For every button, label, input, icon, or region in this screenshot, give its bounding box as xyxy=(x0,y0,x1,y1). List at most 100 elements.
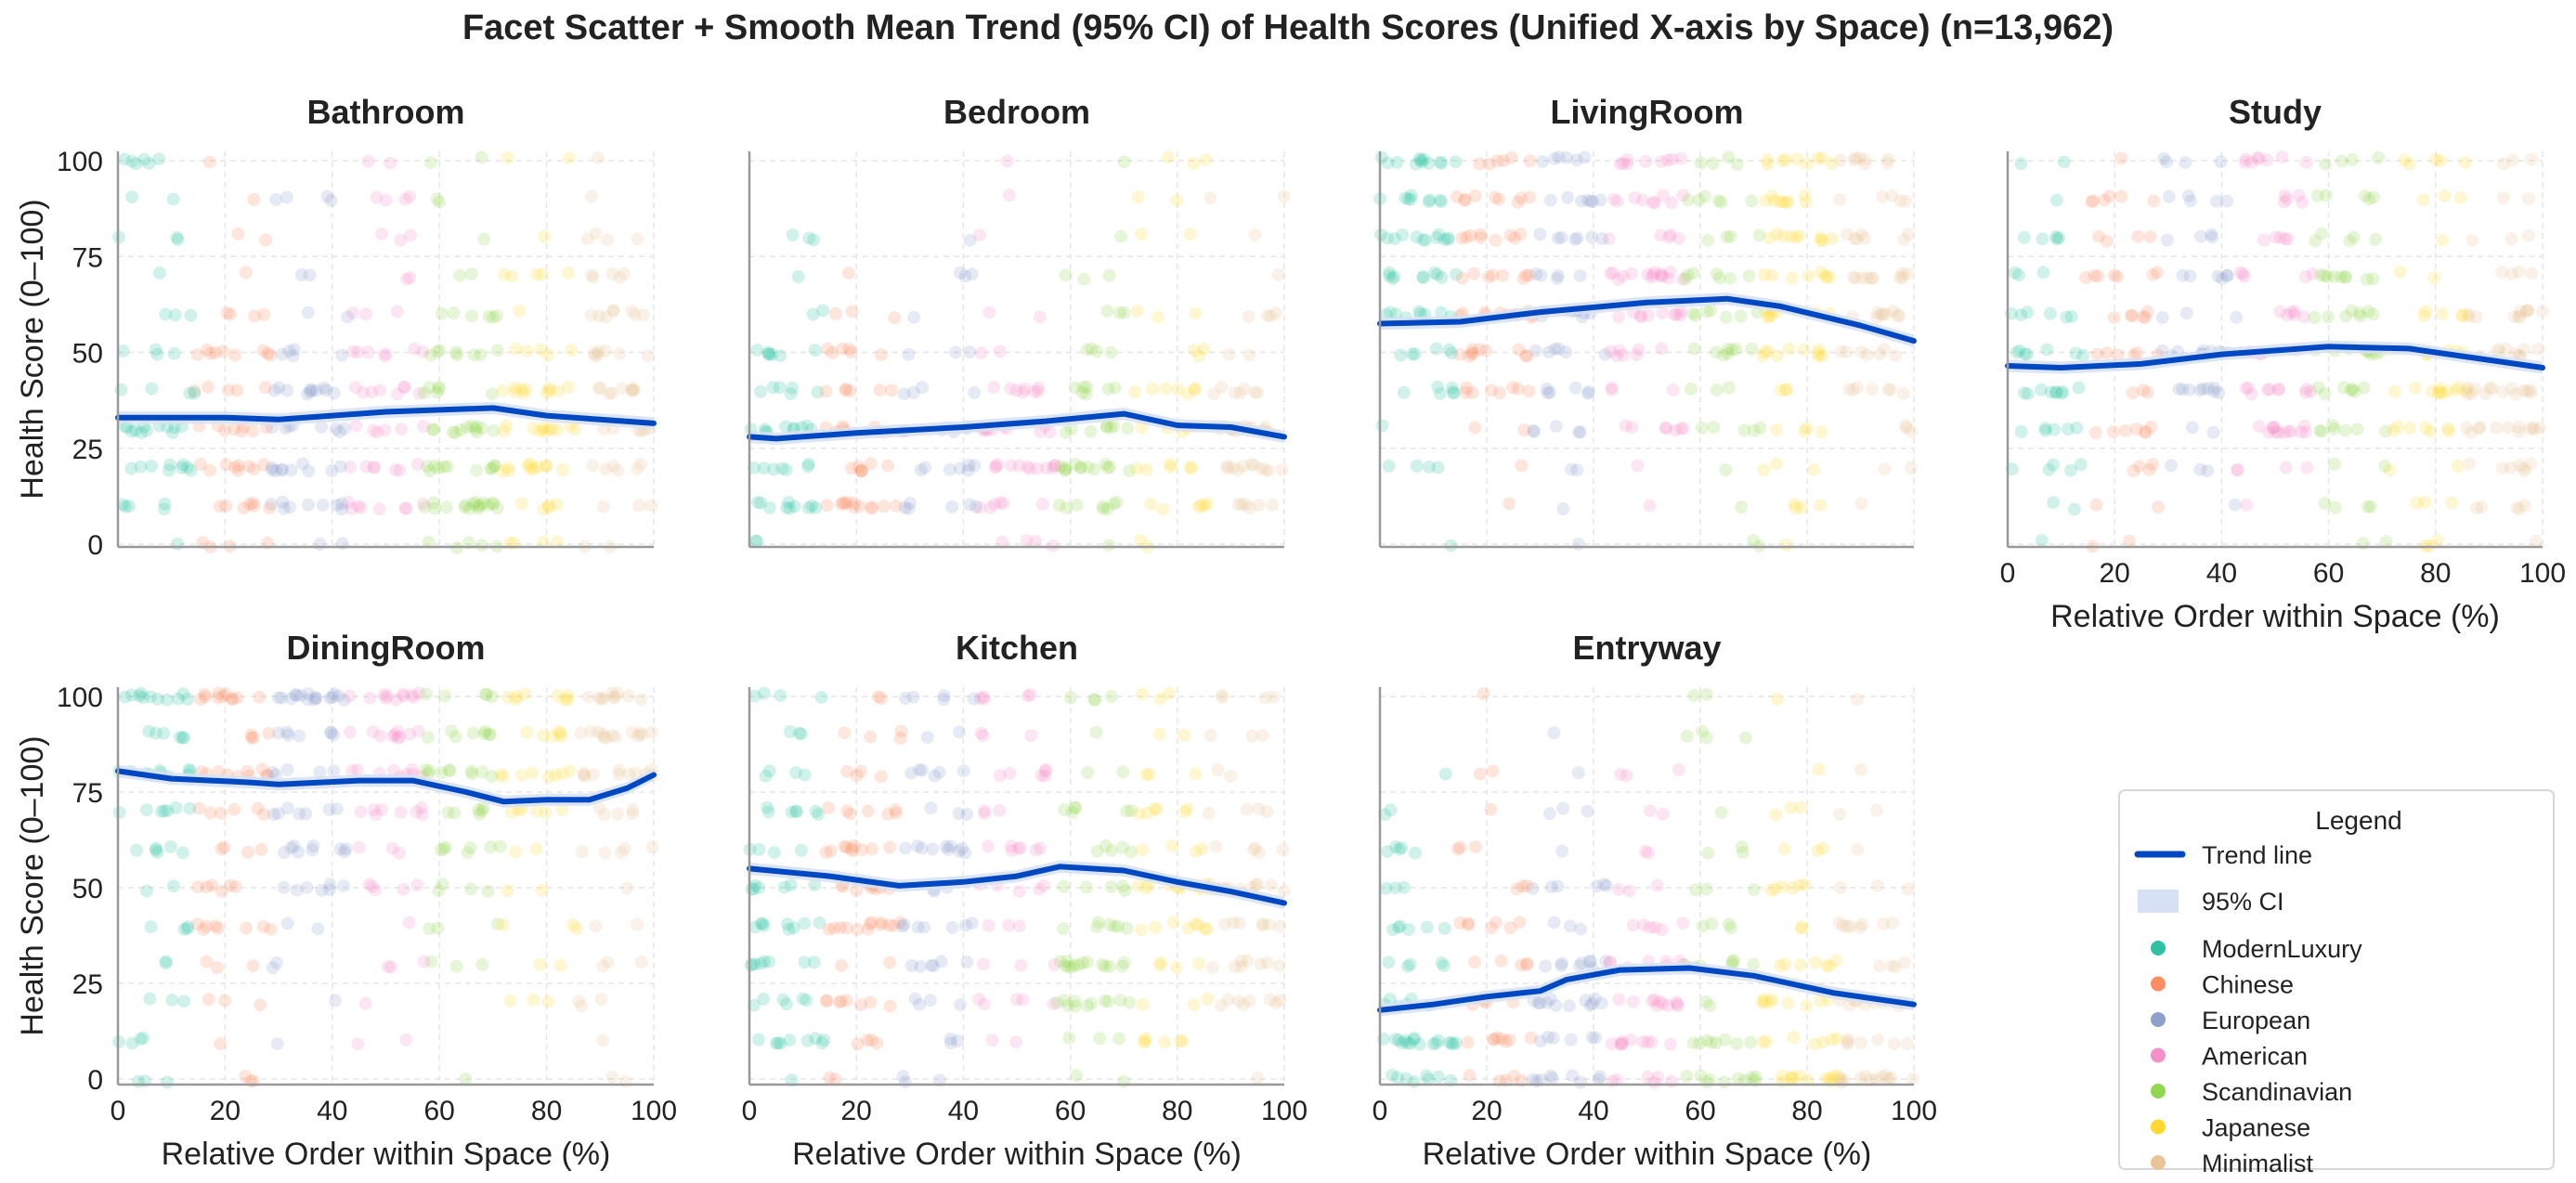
scatter-point xyxy=(1892,308,1906,322)
scatter-point xyxy=(750,496,764,510)
scatter-point xyxy=(2055,386,2069,400)
scatter-point xyxy=(1417,152,1431,166)
scatter-point xyxy=(1789,500,1802,514)
scatter-point xyxy=(1854,228,1868,241)
scatter-point xyxy=(864,730,878,744)
x-tick-label: 80 xyxy=(2420,558,2451,589)
scatter-point xyxy=(2298,425,2312,439)
scatter-point xyxy=(2143,229,2157,243)
scatter-point xyxy=(1811,151,1825,165)
scatter-point xyxy=(2048,422,2061,436)
scatter-point xyxy=(552,384,566,398)
scatter-point xyxy=(882,918,896,932)
scatter-point xyxy=(1386,271,1399,285)
scatter-point xyxy=(1647,993,1661,1007)
scatter-point xyxy=(1090,344,1104,358)
scatter-point xyxy=(806,307,820,321)
scatter-point xyxy=(266,961,280,975)
scatter-point xyxy=(306,843,319,857)
scatter-point xyxy=(1207,387,1220,401)
scatter-point xyxy=(873,384,887,397)
scatter-point xyxy=(613,271,627,284)
scatter-point xyxy=(1800,422,1814,436)
scatter-point xyxy=(254,998,267,1012)
scatter-point xyxy=(1899,419,1913,433)
scatter-point xyxy=(893,732,907,745)
scatter-point xyxy=(120,421,134,435)
scatter-point xyxy=(329,422,343,436)
scatter-point xyxy=(366,879,379,893)
legend-label-scandinavian: Scandinavian xyxy=(2202,1078,2352,1106)
scatter-point xyxy=(605,266,619,280)
scatter-point xyxy=(592,309,606,323)
scatter-point xyxy=(1164,460,1177,474)
scatter-point xyxy=(1205,961,1219,974)
scatter-point xyxy=(431,921,445,935)
scatter-point xyxy=(442,763,456,777)
scatter-point xyxy=(861,1034,874,1047)
scatter-point xyxy=(819,994,833,1008)
scatter-point xyxy=(599,732,613,746)
scatter-point xyxy=(1484,802,1498,816)
scatter-point xyxy=(1773,195,1787,209)
scatter-point xyxy=(761,805,775,819)
scatter-point xyxy=(596,692,610,706)
scatter-point xyxy=(2505,153,2519,167)
scatter-point xyxy=(748,689,761,703)
scatter-point xyxy=(1616,269,1630,283)
scatter-point xyxy=(1585,996,1599,1010)
scatter-point xyxy=(1895,271,1909,284)
scatter-point xyxy=(1482,270,1496,284)
scatter-point xyxy=(2350,422,2364,436)
scatter-point xyxy=(1174,1034,1188,1048)
scatter-point xyxy=(1516,271,1530,285)
scatter-point xyxy=(906,385,920,399)
scatter-point xyxy=(2345,304,2359,318)
scatter-point xyxy=(505,269,519,283)
scatter-point xyxy=(1135,228,1149,241)
scatter-point xyxy=(139,423,153,437)
scatter-point xyxy=(2061,422,2075,436)
scatter-point xyxy=(1827,1070,1840,1084)
scatter-point xyxy=(1703,999,1717,1013)
scatter-point xyxy=(816,304,830,318)
scatter-point xyxy=(1181,387,1195,401)
scatter-point xyxy=(2338,270,2352,284)
scatter-point xyxy=(484,462,497,475)
scatter-point xyxy=(1453,347,1467,361)
scatter-point xyxy=(198,687,212,701)
scatter-point xyxy=(520,344,534,358)
scatter-point xyxy=(823,1071,837,1085)
scatter-point xyxy=(514,768,528,782)
scatter-point xyxy=(561,689,575,702)
scatter-point xyxy=(280,190,293,204)
scatter-point xyxy=(1515,191,1528,205)
scatter-point xyxy=(908,992,922,1006)
scatter-point xyxy=(2438,189,2452,202)
scatter-point xyxy=(2304,384,2318,398)
scatter-point xyxy=(1231,463,1245,477)
scatter-point xyxy=(1435,306,1448,319)
scatter-point xyxy=(2060,310,2074,324)
scatter-point xyxy=(1112,306,1126,319)
scatter-point xyxy=(377,688,391,701)
scatter-point xyxy=(1776,195,1789,209)
scatter-point xyxy=(475,422,488,436)
scatter-point xyxy=(1004,459,1018,473)
scatter-point xyxy=(427,459,441,473)
scatter-point xyxy=(783,724,797,738)
scatter-point xyxy=(962,458,976,472)
scatter-point xyxy=(1748,423,1761,437)
scatter-point xyxy=(150,845,164,859)
scatter-point xyxy=(2461,387,2475,401)
scatter-point xyxy=(1394,348,1408,362)
scatter-point xyxy=(386,763,400,777)
scatter-point xyxy=(846,500,860,514)
scatter-point xyxy=(1781,995,1795,1009)
scatter-point xyxy=(1778,152,1792,166)
scatter-point xyxy=(1166,916,1180,930)
scatter-point xyxy=(226,692,240,706)
scatter-point xyxy=(367,461,381,474)
scatter-point xyxy=(2379,424,2393,438)
scatter-point xyxy=(1892,309,1906,323)
